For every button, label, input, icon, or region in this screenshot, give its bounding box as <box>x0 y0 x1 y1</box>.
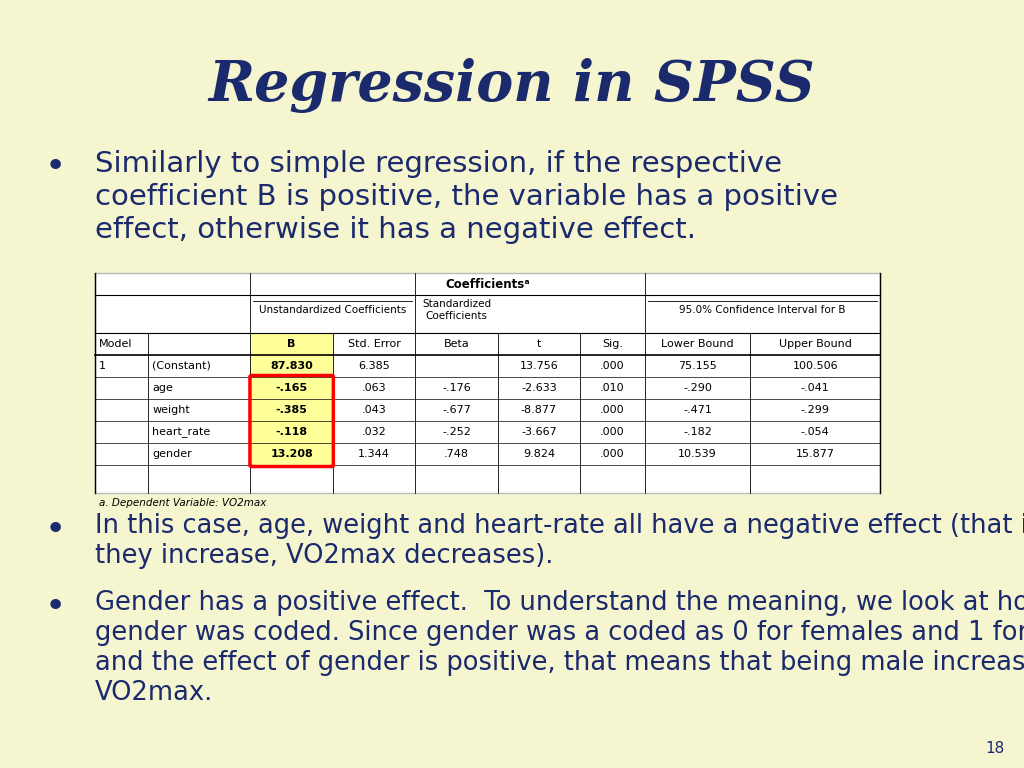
Text: Beta: Beta <box>443 339 469 349</box>
Text: -.385: -.385 <box>275 405 307 415</box>
Text: -.677: -.677 <box>442 405 471 415</box>
Text: Sig.: Sig. <box>602 339 623 349</box>
Text: 100.506: 100.506 <box>793 361 838 371</box>
Text: heart_rate: heart_rate <box>153 426 211 438</box>
Text: .000: .000 <box>600 361 625 371</box>
Text: In this case, age, weight and heart-rate all have a negative effect (that is, as: In this case, age, weight and heart-rate… <box>95 513 1024 539</box>
Text: B: B <box>288 339 296 349</box>
Text: -.118: -.118 <box>275 427 307 437</box>
Text: .000: .000 <box>600 427 625 437</box>
Text: Coefficientsᵃ: Coefficientsᵃ <box>445 277 529 290</box>
Text: -.299: -.299 <box>801 405 829 415</box>
Text: .043: .043 <box>361 405 386 415</box>
Bar <box>251 421 333 443</box>
Text: they increase, VO2max decreases).: they increase, VO2max decreases). <box>95 543 553 569</box>
Text: 18: 18 <box>986 741 1005 756</box>
Bar <box>251 377 333 399</box>
Text: .032: .032 <box>361 427 386 437</box>
Text: 87.830: 87.830 <box>270 361 313 371</box>
Text: Similarly to simple regression, if the respective: Similarly to simple regression, if the r… <box>95 150 782 178</box>
Text: -.290: -.290 <box>683 383 712 393</box>
Text: -2.633: -2.633 <box>521 383 557 393</box>
Text: -.176: -.176 <box>442 383 471 393</box>
Text: (Constant): (Constant) <box>153 361 211 371</box>
Text: .063: .063 <box>361 383 386 393</box>
Bar <box>95 273 880 493</box>
Text: Std. Error: Std. Error <box>347 339 400 349</box>
Text: Lower Bound: Lower Bound <box>662 339 734 349</box>
Text: weight: weight <box>153 405 190 415</box>
Text: -8.877: -8.877 <box>521 405 557 415</box>
Text: VO2max.: VO2max. <box>95 680 213 706</box>
Text: .000: .000 <box>600 405 625 415</box>
Text: -.165: -.165 <box>275 383 307 393</box>
Text: coefficient B is positive, the variable has a positive: coefficient B is positive, the variable … <box>95 183 838 211</box>
Text: .748: .748 <box>444 449 469 459</box>
Text: 13.756: 13.756 <box>519 361 558 371</box>
Text: 9.824: 9.824 <box>523 449 555 459</box>
Text: age: age <box>153 383 173 393</box>
Bar <box>251 399 333 421</box>
Text: 15.877: 15.877 <box>796 449 835 459</box>
Text: •: • <box>44 513 66 547</box>
Text: -.252: -.252 <box>442 427 471 437</box>
Text: Regression in SPSS: Regression in SPSS <box>209 58 815 113</box>
Text: Standardized
Coefficients: Standardized Coefficients <box>422 300 492 321</box>
Bar <box>251 355 333 377</box>
Text: Upper Bound: Upper Bound <box>779 339 852 349</box>
Text: •: • <box>44 150 66 184</box>
Bar <box>251 443 333 465</box>
Text: effect, otherwise it has a negative effect.: effect, otherwise it has a negative effe… <box>95 216 696 244</box>
Text: 1: 1 <box>99 361 106 371</box>
Text: 75.155: 75.155 <box>678 361 717 371</box>
Text: .010: .010 <box>600 383 625 393</box>
Text: Gender has a positive effect.  To understand the meaning, we look at how: Gender has a positive effect. To underst… <box>95 590 1024 616</box>
Text: a. Dependent Variable: VO2max: a. Dependent Variable: VO2max <box>99 498 266 508</box>
Text: gender: gender <box>153 449 193 459</box>
Text: 6.385: 6.385 <box>358 361 390 371</box>
Bar <box>251 333 333 355</box>
Text: 1.344: 1.344 <box>358 449 390 459</box>
Text: -3.667: -3.667 <box>521 427 557 437</box>
Text: Unstandardized Coefficients: Unstandardized Coefficients <box>259 305 407 315</box>
Text: gender was coded. Since gender was a coded as 0 for females and 1 for males: gender was coded. Since gender was a cod… <box>95 620 1024 646</box>
Text: -.471: -.471 <box>683 405 712 415</box>
Text: 10.539: 10.539 <box>678 449 717 459</box>
Text: •: • <box>44 590 66 624</box>
Text: t: t <box>537 339 541 349</box>
Text: and the effect of gender is positive, that means that being male increases the: and the effect of gender is positive, th… <box>95 650 1024 676</box>
Text: 13.208: 13.208 <box>270 449 313 459</box>
Text: -.054: -.054 <box>801 427 829 437</box>
Text: -.182: -.182 <box>683 427 712 437</box>
Text: .000: .000 <box>600 449 625 459</box>
Text: 95.0% Confidence Interval for B: 95.0% Confidence Interval for B <box>679 305 846 315</box>
Text: Model: Model <box>99 339 132 349</box>
Text: -.041: -.041 <box>801 383 829 393</box>
